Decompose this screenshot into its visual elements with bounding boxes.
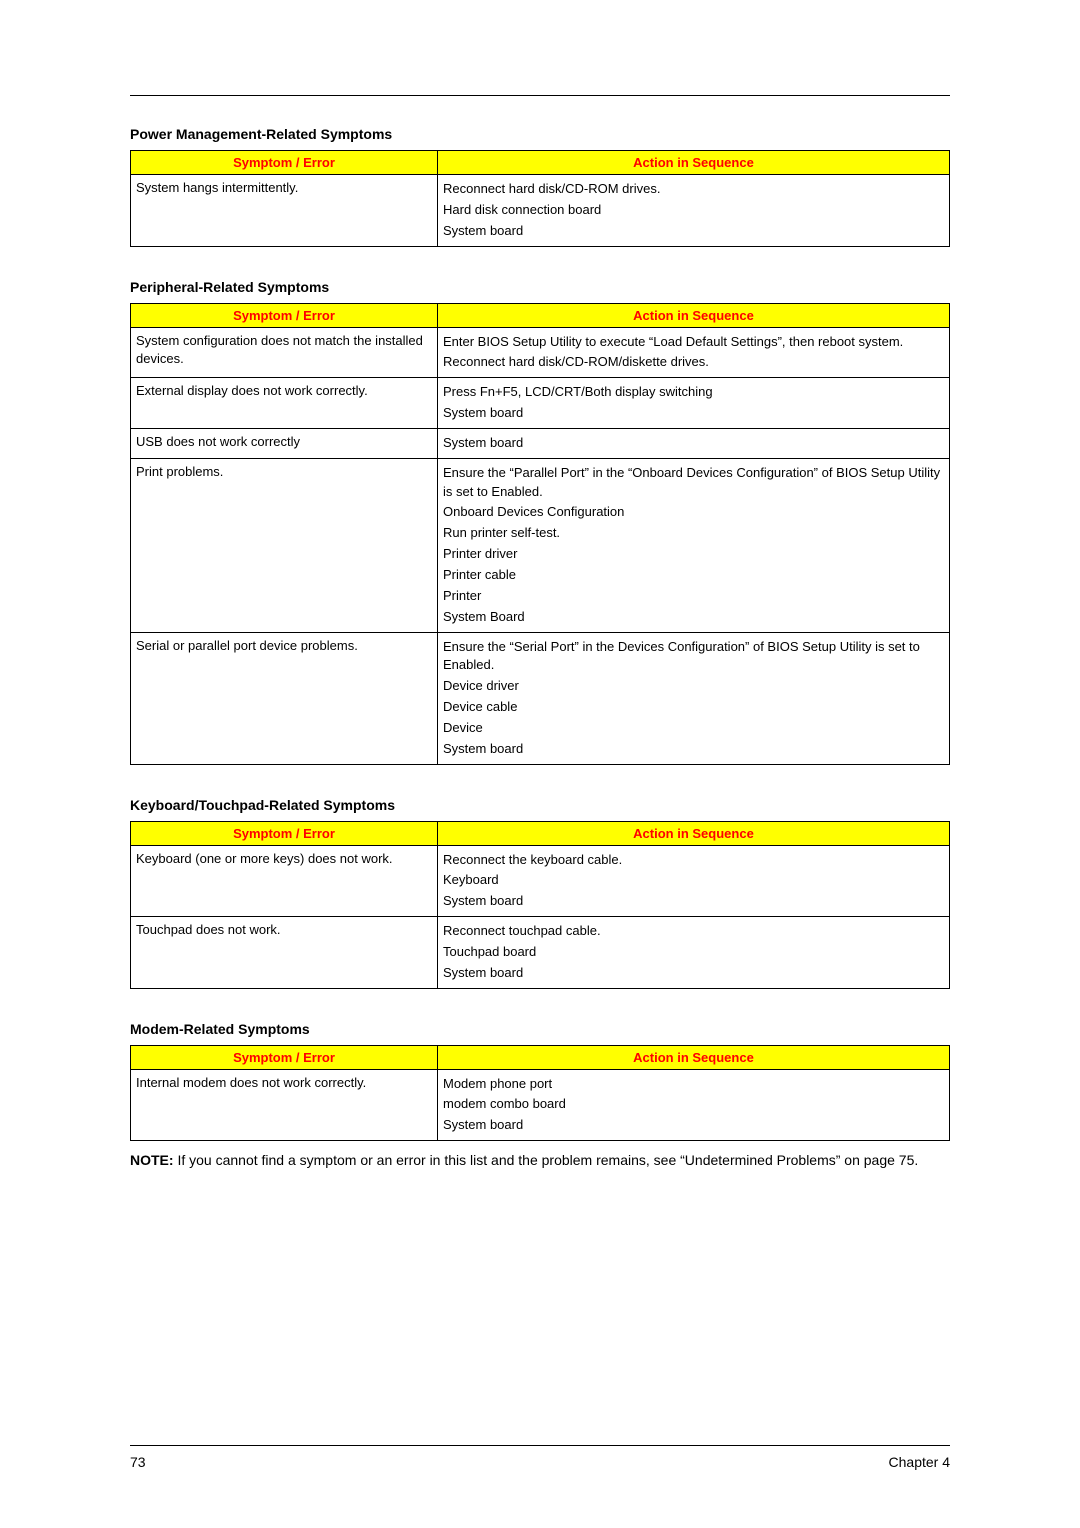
table-row: System configuration does not match the … — [131, 327, 950, 378]
top-rule — [130, 95, 950, 96]
action-cell: System board — [438, 428, 950, 458]
page: Power Management-Related Symptoms Sympto… — [0, 0, 1080, 1528]
table-row: External display does not work correctly… — [131, 378, 950, 429]
table-keyboard: Symptom / Error Action in Sequence Keybo… — [130, 821, 950, 989]
table-peripheral: Symptom / Error Action in Sequence Syste… — [130, 303, 950, 765]
page-number: 73 — [130, 1454, 146, 1470]
symptom-cell: External display does not work correctly… — [131, 378, 438, 429]
table-row: System hangs intermittently. Reconnect h… — [131, 175, 950, 247]
symptom-cell: Serial or parallel port device problems. — [131, 632, 438, 764]
table-row: Internal modem does not work correctly. … — [131, 1069, 950, 1141]
col-header-symptom: Symptom / Error — [131, 151, 438, 175]
col-header-symptom: Symptom / Error — [131, 821, 438, 845]
table-row: Touchpad does not work. Reconnect touchp… — [131, 917, 950, 989]
action-cell: Enter BIOS Setup Utility to execute “Loa… — [438, 327, 950, 378]
action-cell: Reconnect hard disk/CD-ROM drives. Hard … — [438, 175, 950, 247]
col-header-action: Action in Sequence — [438, 151, 950, 175]
table-row: Serial or parallel port device problems.… — [131, 632, 950, 764]
note-label: NOTE: — [130, 1152, 174, 1168]
footer-rule — [130, 1445, 950, 1446]
section-title-peripheral: Peripheral-Related Symptoms — [130, 279, 950, 295]
section-title-power: Power Management-Related Symptoms — [130, 126, 950, 142]
symptom-cell: USB does not work correctly — [131, 428, 438, 458]
col-header-action: Action in Sequence — [438, 303, 950, 327]
note-body: If you cannot find a symptom or an error… — [177, 1152, 918, 1168]
action-cell: Ensure the “Serial Port” in the Devices … — [438, 632, 950, 764]
page-footer: 73 Chapter 4 — [130, 1445, 950, 1470]
section-title-modem: Modem-Related Symptoms — [130, 1021, 950, 1037]
table-row: USB does not work correctly System board — [131, 428, 950, 458]
section-title-keyboard: Keyboard/Touchpad-Related Symptoms — [130, 797, 950, 813]
table-modem: Symptom / Error Action in Sequence Inter… — [130, 1045, 950, 1142]
chapter-label: Chapter 4 — [889, 1454, 950, 1470]
symptom-cell: Keyboard (one or more keys) does not wor… — [131, 845, 438, 917]
action-cell: Reconnect touchpad cable. Touchpad board… — [438, 917, 950, 989]
table-row: Keyboard (one or more keys) does not wor… — [131, 845, 950, 917]
col-header-symptom: Symptom / Error — [131, 1045, 438, 1069]
col-header-action: Action in Sequence — [438, 821, 950, 845]
table-power: Symptom / Error Action in Sequence Syste… — [130, 150, 950, 247]
col-header-symptom: Symptom / Error — [131, 303, 438, 327]
symptom-cell: System hangs intermittently. — [131, 175, 438, 247]
action-cell: Press Fn+F5, LCD/CRT/Both display switch… — [438, 378, 950, 429]
action-cell: Modem phone port modem combo board Syste… — [438, 1069, 950, 1141]
action-cell: Ensure the “Parallel Port” in the “Onboa… — [438, 458, 950, 632]
symptom-cell: System configuration does not match the … — [131, 327, 438, 378]
symptom-cell: Internal modem does not work correctly. — [131, 1069, 438, 1141]
action-cell: Reconnect the keyboard cable. Keyboard S… — [438, 845, 950, 917]
symptom-cell: Print problems. — [131, 458, 438, 632]
col-header-action: Action in Sequence — [438, 1045, 950, 1069]
note-text: NOTE: If you cannot find a symptom or an… — [130, 1151, 950, 1170]
table-row: Print problems. Ensure the “Parallel Por… — [131, 458, 950, 632]
symptom-cell: Touchpad does not work. — [131, 917, 438, 989]
